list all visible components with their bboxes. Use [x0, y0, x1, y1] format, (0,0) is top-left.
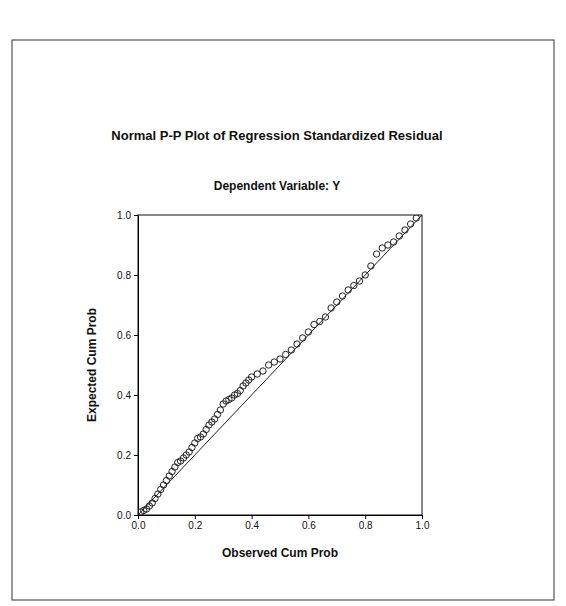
x-tick: 0.2 [188, 515, 202, 531]
y-axis-line [138, 216, 139, 516]
x-tick-label: 1.0 [416, 520, 430, 531]
x-tick: 0.0 [132, 515, 146, 531]
chart: Normal P-P Plot of Regression Standardiz… [0, 0, 566, 606]
x-tick-mark [365, 515, 366, 519]
x-tick-mark [195, 515, 196, 519]
x-tick-label: 0.6 [302, 520, 316, 531]
x-tick-mark [252, 515, 253, 519]
y-tick-label: 0.6 [117, 330, 131, 341]
x-axis-title: Observed Cum Prob [222, 546, 338, 560]
x-tick-mark [138, 515, 139, 519]
y-tick-label: 1.0 [117, 210, 131, 221]
y-tick-mark [134, 395, 138, 396]
y-tick-label: 0.0 [117, 510, 131, 521]
y-tick-mark [134, 335, 138, 336]
title: Normal P-P Plot of Regression Standardiz… [111, 128, 442, 143]
y-tick: 0.0 [117, 510, 138, 521]
x-axis: 0.0 0.2 0.4 0.6 0.8 1.0 [132, 515, 430, 531]
x-tick-mark [422, 515, 423, 519]
data-point [260, 368, 266, 374]
x-tick: 0.6 [302, 515, 316, 531]
y-tick-mark [134, 215, 138, 216]
data-point [351, 282, 357, 288]
x-tick-mark [308, 515, 309, 519]
y-tick: 0.6 [117, 330, 138, 341]
plot-frame [138, 215, 422, 515]
y-tick: 0.4 [117, 390, 138, 401]
data-point [317, 318, 323, 324]
x-tick-label: 0.4 [245, 520, 259, 531]
plot-marks [138, 215, 422, 515]
data-point [217, 407, 223, 413]
y-tick: 0.8 [117, 270, 138, 281]
x-tick: 0.8 [359, 515, 373, 531]
y-tick-mark [134, 275, 138, 276]
y-tick-label: 0.2 [117, 450, 131, 461]
data-point [373, 251, 379, 257]
y-tick-mark [134, 515, 138, 516]
x-tick-label: 0.2 [188, 520, 202, 531]
panel-frame [12, 40, 554, 600]
y-tick-label: 0.8 [117, 270, 131, 281]
x-tick-label: 0.8 [359, 520, 373, 531]
x-tick-label: 0.0 [132, 520, 146, 531]
x-axis-line [139, 515, 423, 516]
x-tick: 0.4 [245, 515, 259, 531]
y-axis-title: Expected Cum Prob [85, 308, 99, 422]
y-tick: 0.2 [117, 450, 138, 461]
reference-line [138, 215, 422, 515]
y-tick-mark [134, 455, 138, 456]
y-tick-label: 0.4 [117, 390, 131, 401]
x-tick: 1.0 [416, 515, 430, 531]
subtitle: Dependent Variable: Y [214, 179, 341, 193]
y-axis: 0.0 0.2 0.4 0.6 0.8 1.0 [117, 210, 138, 521]
y-tick: 1.0 [117, 210, 138, 221]
data-point [277, 356, 283, 362]
